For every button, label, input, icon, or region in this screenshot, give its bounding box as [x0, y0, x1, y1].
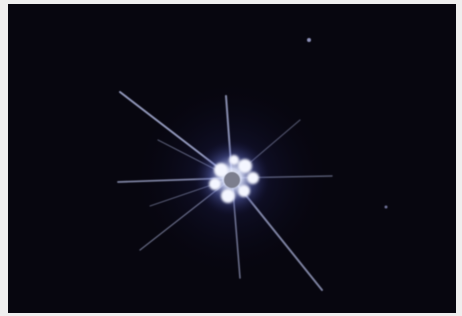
- core-blob: [209, 178, 221, 190]
- core-blob: [238, 185, 250, 197]
- photo: [0, 0, 462, 316]
- faint-star: [307, 38, 311, 42]
- faint-star: [385, 206, 388, 209]
- core-blob: [238, 159, 252, 173]
- page: {}: [0, 0, 462, 316]
- core-center: [224, 172, 240, 188]
- core-blob: [229, 155, 239, 165]
- core-blob: [221, 189, 235, 203]
- core-blob: [247, 172, 259, 184]
